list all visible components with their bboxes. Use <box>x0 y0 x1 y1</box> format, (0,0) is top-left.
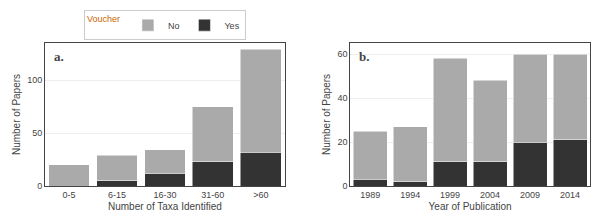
svg-text:20: 20 <box>337 137 347 147</box>
svg-text:Number of Papers: Number of Papers <box>11 74 22 155</box>
svg-text:>60: >60 <box>253 190 268 200</box>
svg-text:Number of Taxa Identified: Number of Taxa Identified <box>108 201 222 212</box>
svg-text:No: No <box>168 21 180 31</box>
svg-text:60: 60 <box>337 49 347 59</box>
svg-text:a.: a. <box>54 49 64 64</box>
svg-text:0: 0 <box>37 181 42 191</box>
svg-text:Voucher: Voucher <box>87 14 120 24</box>
svg-text:2009: 2009 <box>520 190 540 200</box>
svg-text:16-30: 16-30 <box>153 190 176 200</box>
svg-text:50: 50 <box>32 128 42 138</box>
svg-text:1999: 1999 <box>440 190 460 200</box>
svg-text:100: 100 <box>27 75 42 85</box>
svg-text:2004: 2004 <box>480 190 500 200</box>
svg-text:Number of Papers: Number of Papers <box>321 74 332 155</box>
svg-text:Yes: Yes <box>224 21 239 31</box>
svg-text:2014: 2014 <box>560 190 580 200</box>
svg-text:0: 0 <box>342 181 347 191</box>
svg-text:0-5: 0-5 <box>62 190 75 200</box>
svg-text:40: 40 <box>337 93 347 103</box>
svg-text:1989: 1989 <box>360 190 380 200</box>
svg-text:b.: b. <box>359 49 369 64</box>
svg-text:31-60: 31-60 <box>201 190 224 200</box>
svg-text:6-15: 6-15 <box>108 190 126 200</box>
svg-text:1994: 1994 <box>400 190 420 200</box>
svg-text:Year of Publication: Year of Publication <box>429 201 512 212</box>
